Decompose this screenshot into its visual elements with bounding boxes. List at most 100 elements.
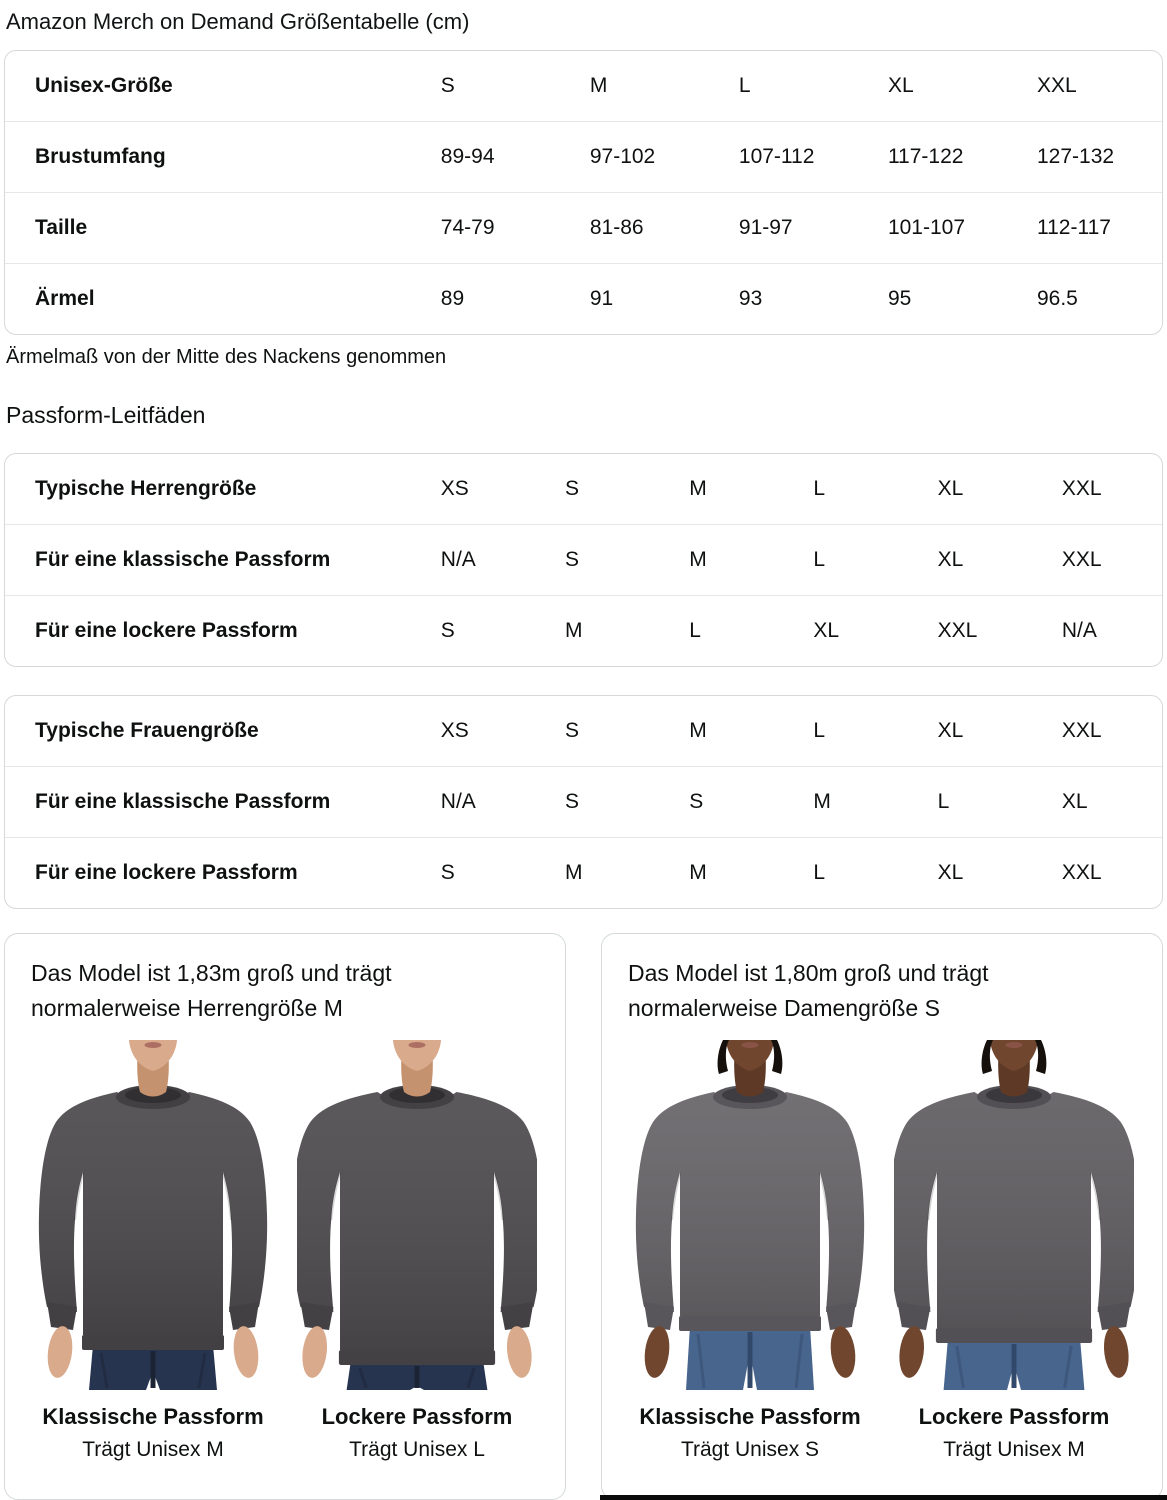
table-row: Für eine lockere Passform S M M L XL XXL — [5, 837, 1162, 908]
cell-value: XL — [813, 619, 840, 642]
row-label: Taille — [35, 216, 88, 239]
cell-value: M — [565, 619, 583, 642]
hands — [47, 1326, 259, 1378]
hands — [899, 1326, 1129, 1378]
model-photo — [38, 1040, 268, 1390]
cell-value: XL — [1061, 790, 1088, 813]
head — [713, 1040, 787, 1109]
fit-size-worn: Trägt Unisex M — [943, 1438, 1085, 1461]
womens-fit-table: Typische Frauengröße XS S M L XL XXL Für eine k… — [4, 695, 1163, 909]
cell-value: S — [565, 790, 580, 813]
fit-size-worn: Trägt Unisex M — [82, 1438, 224, 1461]
row-label: Typische Frauengröße — [35, 719, 259, 742]
cell-value: S — [689, 790, 704, 813]
cell-value: M — [813, 790, 831, 813]
fit-example: Lockere Passform Trägt Unisex M — [894, 1040, 1134, 1462]
fit-example: Klassische Passform Trägt Unisex S — [630, 1040, 870, 1462]
cell-value: XXL — [937, 619, 978, 642]
cell-value: N/A — [440, 548, 476, 571]
cell-value: XL — [937, 861, 964, 884]
jeans — [943, 1338, 1085, 1390]
table-row: Typische Herrengröße XS S M L XL XXL — [5, 454, 1162, 524]
fit-example: Klassische Passform Trägt Unisex M — [33, 1040, 273, 1462]
cell-value: N/A — [440, 790, 476, 813]
cell-value: XL — [937, 477, 964, 500]
model-description: Das Model ist 1,83m groß und trägt norma… — [31, 960, 392, 1021]
fit-caption: Lockere Passform — [918, 1404, 1110, 1429]
cell-value: 127-132 — [1036, 145, 1115, 168]
fit-size-worn: Trägt Unisex S — [680, 1438, 820, 1461]
cell-value: M — [689, 477, 707, 500]
cell-value: S — [440, 861, 455, 884]
cell-value: XL — [887, 74, 914, 97]
cell-value: S — [440, 74, 455, 97]
cell-value: XXL — [1036, 74, 1077, 97]
row-label: Für eine klassische Passform — [35, 548, 331, 571]
cell-value: 93 — [738, 287, 763, 310]
cell-value: 89 — [440, 287, 465, 310]
row-label: Für eine klassische Passform — [35, 790, 331, 813]
cell-value: L — [813, 477, 826, 500]
row-label: Ärmel — [35, 287, 95, 310]
table-row: Für eine klassische Passform N/A S S M L XL — [5, 766, 1162, 837]
cell-value: 91-97 — [738, 216, 793, 239]
table-row: Unisex-Größe S M L XL XXL — [5, 51, 1162, 121]
sweatshirt — [297, 1092, 537, 1365]
cell-value: XXL — [1061, 719, 1102, 742]
fit-examples-row: Klassische Passform Trägt Unisex M Locker… — [31, 1040, 539, 1462]
cell-value: XS — [440, 477, 469, 500]
table-row: Taille 74-79 81-86 91-97 101-107 112-117 — [5, 192, 1162, 263]
cell-value: M — [689, 719, 707, 742]
cell-value: S — [565, 548, 580, 571]
head — [380, 1040, 454, 1109]
cell-value: 89-94 — [440, 145, 495, 168]
sweatshirt — [635, 1092, 865, 1331]
cell-value: XL — [937, 548, 964, 571]
cell-value: 97-102 — [589, 145, 656, 168]
cell-value: XS — [440, 719, 469, 742]
cell-value: 95 — [887, 287, 912, 310]
cell-value: L — [813, 548, 826, 571]
row-label: Für eine lockere Passform — [35, 619, 298, 642]
model-card: Das Model ist 1,83m groß und trägt norma… — [4, 933, 566, 1500]
cell-value: L — [689, 619, 701, 642]
cell-value: 91 — [589, 287, 614, 310]
cell-value: XXL — [1061, 548, 1102, 571]
row-label: Brustumfang — [35, 145, 166, 168]
sweatshirt — [894, 1092, 1134, 1343]
fit-examples-row: Klassische Passform Trägt Unisex S Locker… — [628, 1040, 1136, 1462]
cell-value: XXL — [1061, 861, 1102, 884]
cell-value: S — [565, 719, 580, 742]
cell-value: 101-107 — [887, 216, 966, 239]
cell-value: L — [937, 790, 950, 813]
sleeve-measure-note: Ärmelmaß von der Mitte des Nackens genom… — [6, 346, 447, 368]
sweatshirt — [38, 1092, 268, 1350]
cell-value: 112-117 — [1036, 216, 1111, 239]
fit-example: Lockere Passform Trägt Unisex L — [297, 1040, 537, 1462]
next-section-peek — [600, 1495, 1167, 1500]
model-photo — [635, 1040, 865, 1390]
cell-value: L — [813, 719, 826, 742]
fit-size-worn: Trägt Unisex L — [349, 1438, 485, 1461]
row-label: Typische Herrengröße — [35, 477, 257, 500]
model-card: Das Model ist 1,80m groß und trägt norma… — [601, 933, 1163, 1500]
cell-value: S — [440, 619, 455, 642]
jeans — [346, 1360, 488, 1390]
head — [977, 1040, 1051, 1109]
cell-value: M — [565, 861, 583, 884]
mens-fit-table: Typische Herrengröße XS S M L XL XXL Für eine k… — [4, 453, 1163, 667]
model-cards: Das Model ist 1,83m groß und trägt norma… — [4, 933, 1163, 1500]
cell-value: S — [565, 477, 580, 500]
fit-caption: Klassische Passform — [639, 1404, 861, 1429]
cell-value: 81-86 — [589, 216, 644, 239]
cell-value: L — [738, 74, 751, 97]
model-photo — [894, 1040, 1134, 1390]
fit-guides-heading: Passform-Leitfäden — [6, 402, 206, 428]
cell-value: 107-112 — [738, 145, 815, 168]
table-row: Typische Frauengröße XS S M L XL XXL — [5, 696, 1162, 766]
table-row: Brustumfang 89-94 97-102 107-112 117-122 127-… — [5, 121, 1162, 192]
hands — [302, 1326, 532, 1378]
cell-value: M — [689, 548, 707, 571]
table-row: Für eine klassische Passform N/A S M L XL XXL — [5, 524, 1162, 595]
